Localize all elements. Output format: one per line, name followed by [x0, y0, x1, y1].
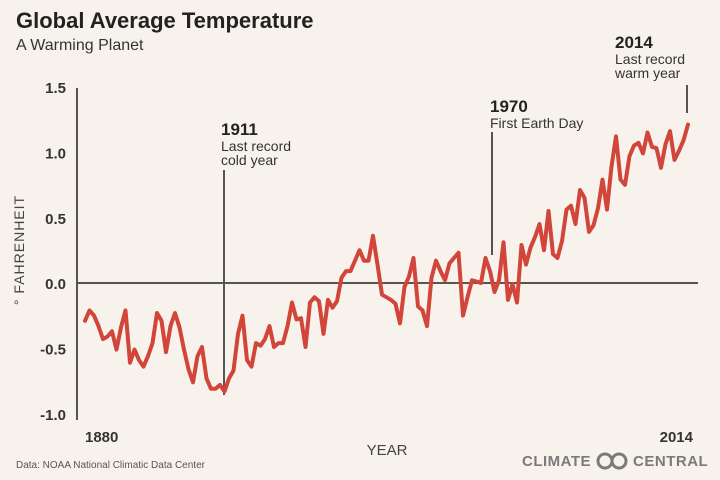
- annotation-2014-text2: warm year: [614, 65, 681, 81]
- temperature-line: [83, 122, 690, 394]
- logo-left-text: CLIMATE: [522, 452, 592, 470]
- x-tick-2014: 2014: [660, 429, 694, 446]
- annotation-1911-text2: cold year: [221, 152, 278, 168]
- chart-subtitle: A Warming Planet: [16, 37, 144, 54]
- x-axis-label: YEAR: [367, 442, 408, 459]
- y-tick-label: 0.5: [45, 211, 66, 228]
- logo-right-text: CENTRAL: [633, 452, 709, 470]
- annotation-2014-year: 2014: [615, 33, 653, 52]
- chart-title: Global Average Temperature: [16, 8, 314, 33]
- annotation-1970-text1: First Earth Day: [490, 115, 583, 131]
- y-axis-label: ° FAHRENHEIT: [11, 195, 27, 305]
- logo-rings-icon: [596, 452, 628, 470]
- annotation-1911-year: 1911: [221, 120, 258, 139]
- annotation-2014-text1: Last record: [615, 51, 685, 67]
- x-tick-1880: 1880: [85, 429, 118, 446]
- y-tick-label: 0.0: [45, 276, 66, 293]
- y-tick-label: 1.0: [45, 145, 66, 162]
- y-tick-label: -0.5: [40, 342, 66, 359]
- climate-central-logo: CLIMATE CENTRAL: [522, 452, 708, 470]
- annotation-1911-text1: Last record: [221, 138, 291, 154]
- y-tick-label: -1.0: [40, 407, 66, 424]
- annotation-1970-year: 1970: [490, 97, 528, 116]
- y-tick-label: 1.5: [45, 80, 66, 97]
- data-source: Data: NOAA National Climatic Data Center: [16, 460, 205, 471]
